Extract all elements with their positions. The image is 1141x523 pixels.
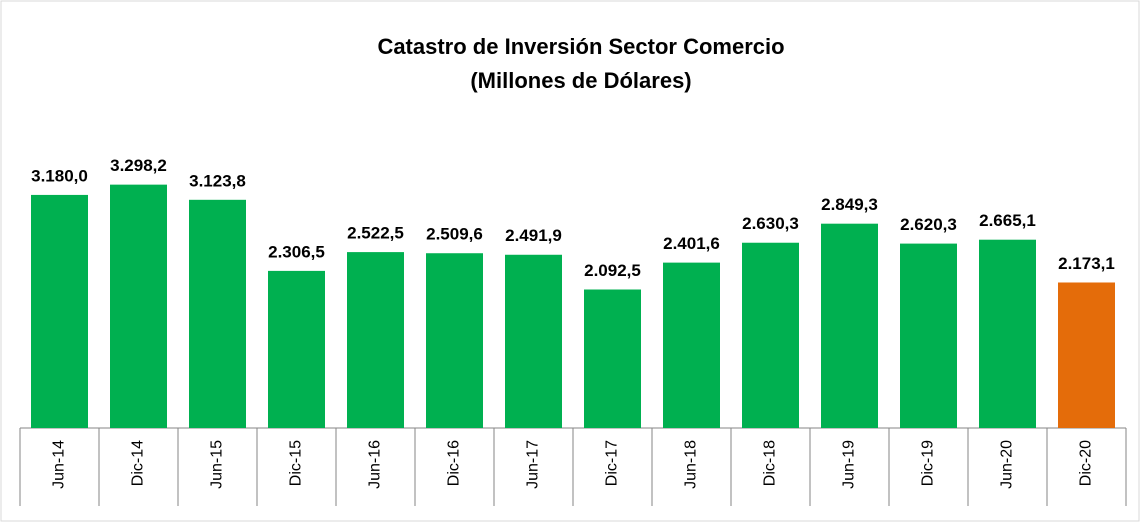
x-tick-label: Jun-20 [999, 440, 1016, 489]
x-tick-label: Dic-18 [762, 440, 779, 486]
bar [663, 262, 720, 428]
chart-title: Catastro de Inversión Sector Comercio [377, 34, 784, 59]
bar [979, 239, 1036, 428]
x-tick-label: Dic-20 [1078, 440, 1095, 486]
data-label: 2.092,5 [584, 261, 641, 280]
x-tick-label: Jun-14 [51, 440, 68, 489]
data-label: 3.298,2 [110, 156, 167, 175]
data-label: 2.620,3 [900, 215, 957, 234]
data-label: 3.123,8 [189, 171, 246, 190]
data-label: 2.665,1 [979, 211, 1036, 230]
x-tick-label: Dic-15 [288, 440, 305, 486]
bar [268, 270, 325, 428]
x-tick-label: Jun-19 [841, 440, 858, 489]
bar [584, 289, 641, 428]
x-tick-label: Dic-17 [604, 440, 621, 486]
data-label: 2.522,5 [347, 224, 404, 243]
bar [1058, 282, 1115, 428]
data-label: 2.491,9 [505, 226, 562, 245]
data-label: 3.180,0 [31, 166, 88, 185]
x-tick-label: Jun-18 [683, 440, 700, 489]
bar [505, 254, 562, 428]
bar [347, 252, 404, 428]
data-label: 2.849,3 [821, 195, 878, 214]
bar [900, 243, 957, 428]
bar [31, 194, 88, 428]
x-tick-label: Jun-16 [367, 440, 384, 489]
data-label: 2.173,1 [1058, 254, 1115, 273]
bar [821, 223, 878, 428]
bar [110, 184, 167, 428]
x-tick-label: Dic-19 [920, 440, 937, 486]
x-tick-label: Jun-17 [525, 440, 542, 489]
bar [189, 199, 246, 428]
data-label: 2.630,3 [742, 214, 799, 233]
bar [426, 253, 483, 428]
chart-subtitle: (Millones de Dólares) [470, 68, 691, 93]
x-tick-label: Dic-16 [446, 440, 463, 486]
bar [742, 242, 799, 428]
data-label: 2.306,5 [268, 242, 325, 261]
x-tick-label: Jun-15 [209, 440, 226, 489]
data-label: 2.509,6 [426, 225, 483, 244]
data-label: 2.401,6 [663, 234, 720, 253]
x-tick-label: Dic-14 [130, 440, 147, 486]
